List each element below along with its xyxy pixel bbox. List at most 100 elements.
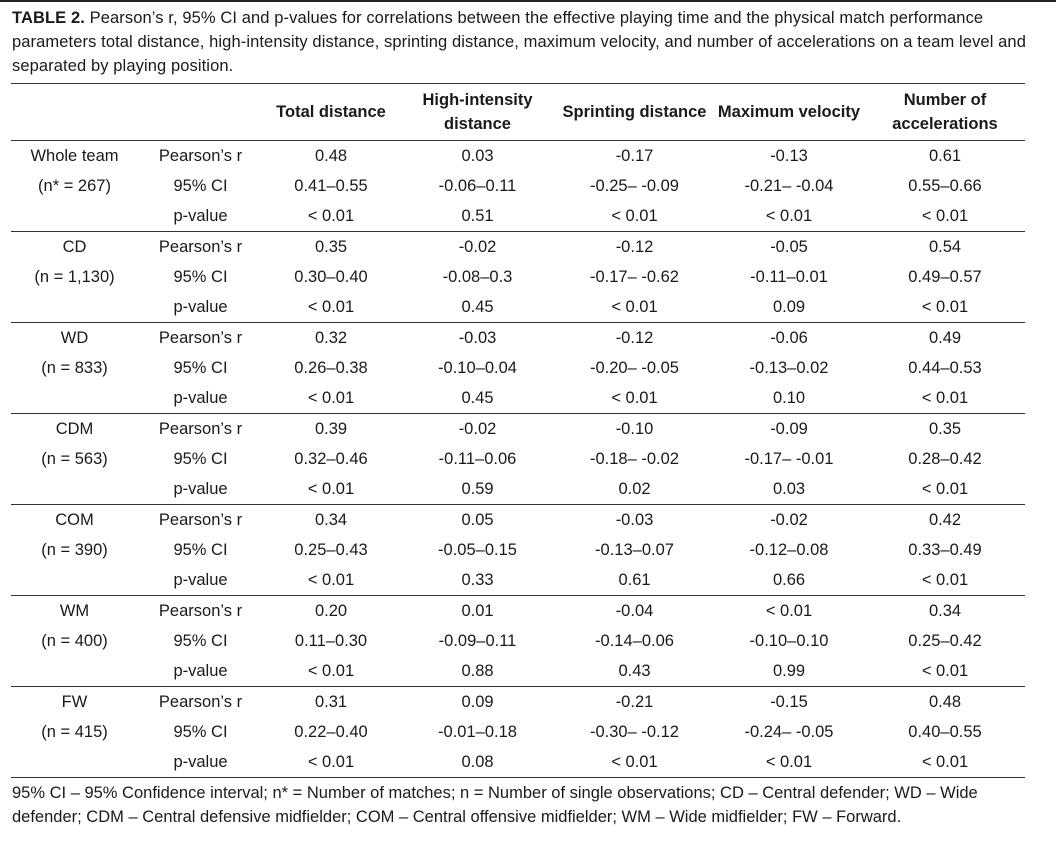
header-accelerations-line2: accelerations <box>892 115 998 133</box>
accelerations-value: 0.34 <box>928 601 962 620</box>
sprinting-distance-value: -0.20– -0.05 <box>590 358 679 377</box>
maximum-velocity-value: -0.12–0.08 <box>749 540 829 559</box>
high-intensity-value: -0.10–0.04 <box>438 358 517 377</box>
statistic-label: Pearson’s r <box>158 328 243 347</box>
sprinting-distance-value: 0.02 <box>618 479 651 498</box>
maximum-velocity-value: 0.09 <box>772 297 806 316</box>
group-sample-size: (n = 400) <box>41 631 108 650</box>
statistic-label: p-value <box>173 297 228 316</box>
maximum-velocity-value: -0.09 <box>770 419 808 438</box>
sprinting-distance-value: -0.10 <box>615 419 654 438</box>
high-intensity-value: -0.03 <box>458 328 497 347</box>
table-row: p-value < 0.01 0.33 0.61 0.66 < 0.01 <box>11 565 1025 596</box>
position-group: FW Pearson’s r 0.31 0.09 -0.21 -0.15 0.48 (n = … <box>11 686 1025 778</box>
table-row: (n = 833) 95% CI 0.26–0.38 -0.10–0.04 -0.20–… <box>11 353 1025 383</box>
maximum-velocity-value: -0.17– -0.01 <box>744 449 834 468</box>
group-name: WD <box>60 328 89 347</box>
total-distance-value: < 0.01 <box>307 479 355 498</box>
total-distance-value: < 0.01 <box>307 661 355 680</box>
table-row: COM Pearson’s r 0.34 0.05 -0.03 -0.02 0.42 <box>11 505 1025 536</box>
high-intensity-value: 0.08 <box>461 752 494 771</box>
accelerations-value: 0.61 <box>928 146 962 165</box>
sprinting-distance-value: -0.18– -0.02 <box>590 449 679 468</box>
total-distance-value: 0.41–0.55 <box>294 176 368 195</box>
group-empty-cell <box>11 747 138 778</box>
caption-label: TABLE 2. <box>12 9 85 27</box>
position-group: WM Pearson’s r 0.20 0.01 -0.04 < 0.01 0.34 (n =… <box>11 595 1025 687</box>
high-intensity-value: 0.33 <box>461 570 494 589</box>
group-sample-size: (n = 833) <box>41 358 108 377</box>
table-row: (n = 563) 95% CI 0.32–0.46 -0.11–0.06 -0.18–… <box>11 444 1025 474</box>
table-footnote: 95% CI – 95% Confidence interval; n* = N… <box>12 784 978 826</box>
sprinting-distance-value: < 0.01 <box>611 752 658 771</box>
high-intensity-value: 0.45 <box>461 388 494 407</box>
high-intensity-value: 0.51 <box>461 206 494 225</box>
accelerations-value: < 0.01 <box>921 479 969 498</box>
statistic-label: 95% CI <box>173 176 228 195</box>
header-empty-stat <box>138 84 263 141</box>
accelerations-value: < 0.01 <box>921 570 969 589</box>
sprinting-distance-value: < 0.01 <box>611 388 658 407</box>
high-intensity-value: -0.11–0.06 <box>438 449 517 468</box>
accelerations-value: < 0.01 <box>921 661 969 680</box>
total-distance-value: 0.34 <box>314 510 348 529</box>
high-intensity-value: -0.05–0.15 <box>438 540 517 559</box>
high-intensity-value: -0.08–0.3 <box>442 267 513 286</box>
table-row: WM Pearson’s r 0.20 0.01 -0.04 < 0.01 0.34 <box>11 596 1025 627</box>
group-name: FW <box>61 692 88 711</box>
total-distance-value: 0.32 <box>314 328 348 347</box>
total-distance-value: 0.22–0.40 <box>294 722 368 741</box>
total-distance-value: 0.11–0.30 <box>294 631 368 650</box>
maximum-velocity-value: -0.10–0.10 <box>749 631 829 650</box>
header-number-of-accelerations: Number of accelerations <box>865 84 1025 141</box>
header-high-intensity-line1: High-intensity <box>422 91 533 109</box>
maximum-velocity-value: -0.05 <box>770 237 808 256</box>
group-empty-cell <box>11 292 138 323</box>
accelerations-value: 0.55–0.66 <box>908 176 982 195</box>
total-distance-value: 0.25–0.43 <box>294 540 368 559</box>
maximum-velocity-value: < 0.01 <box>765 601 813 620</box>
statistic-label: 95% CI <box>173 540 228 559</box>
accelerations-value: 0.54 <box>928 237 962 256</box>
accelerations-value: < 0.01 <box>921 388 969 407</box>
maximum-velocity-value: -0.02 <box>770 510 808 529</box>
high-intensity-value: -0.06–0.11 <box>438 176 517 195</box>
high-intensity-value: -0.02 <box>458 419 497 438</box>
group-empty-cell <box>11 201 138 232</box>
accelerations-value: 0.40–0.55 <box>908 722 982 741</box>
group-sample-size: (n* = 267) <box>38 176 111 195</box>
sprinting-distance-value: -0.13–0.07 <box>595 540 674 559</box>
header-high-intensity-distance: High-intensity distance <box>399 84 556 141</box>
header-high-intensity-line2: distance <box>444 115 511 133</box>
sprinting-distance-value: -0.12 <box>615 237 654 256</box>
table-row: CDM Pearson’s r 0.39 -0.02 -0.10 -0.09 0.35 <box>11 414 1025 445</box>
total-distance-value: < 0.01 <box>307 297 355 316</box>
sprinting-distance-value: -0.17 <box>615 146 654 165</box>
accelerations-value: 0.48 <box>928 692 962 711</box>
table-row: (n = 415) 95% CI 0.22–0.40 -0.01–0.18 -0.30–… <box>11 717 1025 747</box>
total-distance-value: < 0.01 <box>307 206 355 225</box>
sprinting-distance-value: 0.61 <box>618 570 651 589</box>
position-group: COM Pearson’s r 0.34 0.05 -0.03 -0.02 0.42 (n =… <box>11 504 1025 596</box>
maximum-velocity-value: 0.03 <box>772 479 806 498</box>
group-empty-cell <box>11 565 138 596</box>
group-sample-size: (n = 415) <box>41 722 108 741</box>
position-group: Whole team Pearson’s r 0.48 0.03 -0.17 -0.13 0… <box>11 140 1025 232</box>
accelerations-value: < 0.01 <box>921 206 969 225</box>
position-group: WD Pearson’s r 0.32 -0.03 -0.12 -0.06 0.49 (n =… <box>11 322 1025 414</box>
sprinting-distance-value: -0.14–0.06 <box>595 631 674 650</box>
accelerations-value: 0.49–0.57 <box>908 267 982 286</box>
maximum-velocity-value: -0.15 <box>770 692 808 711</box>
high-intensity-value: 0.01 <box>461 601 494 620</box>
statistic-label: Pearson’s r <box>158 146 243 165</box>
accelerations-value: 0.33–0.49 <box>908 540 982 559</box>
total-distance-value: < 0.01 <box>307 388 355 407</box>
total-distance-value: 0.48 <box>314 146 348 165</box>
statistic-label: Pearson’s r <box>158 601 243 620</box>
high-intensity-value: 0.59 <box>461 479 494 498</box>
statistic-label: p-value <box>173 570 228 589</box>
accelerations-value: 0.44–0.53 <box>908 358 982 377</box>
statistic-label: Pearson’s r <box>158 419 243 438</box>
table-row: (n = 400) 95% CI 0.11–0.30 -0.09–0.11 -0.14–… <box>11 626 1025 656</box>
table-row: p-value < 0.01 0.45 < 0.01 0.10 < 0.01 <box>11 383 1025 414</box>
